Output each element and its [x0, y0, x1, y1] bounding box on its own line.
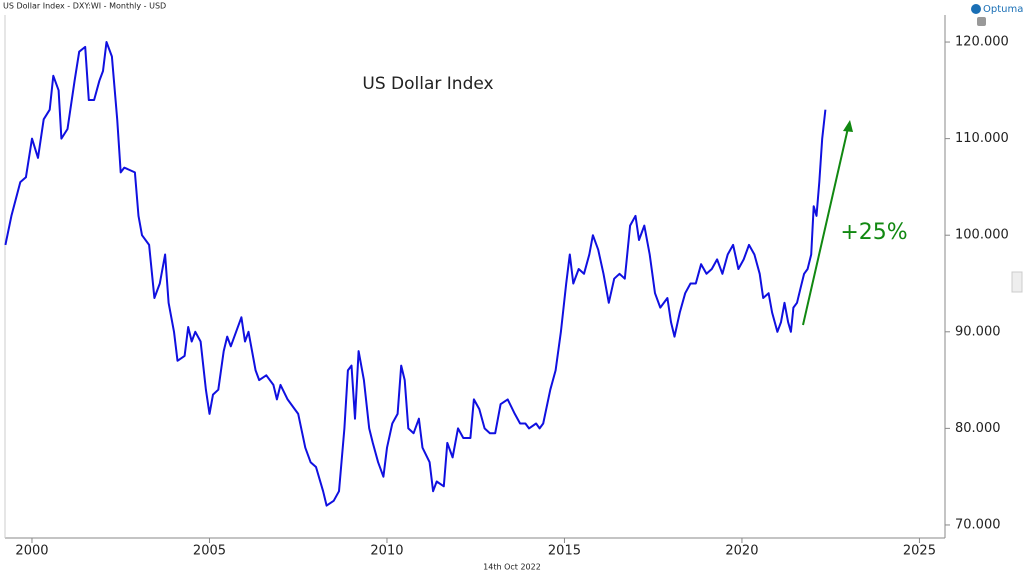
header: US Dollar Index - DXY:WI - Monthly - USD — [3, 2, 166, 11]
brand: Optuma — [983, 4, 1023, 15]
y-tick-label: 70.000 — [955, 517, 1001, 532]
arrow-head — [843, 120, 853, 132]
x-tick-label: 2005 — [193, 544, 226, 559]
chart-title: US Dollar Index — [362, 74, 493, 94]
brand-icon — [971, 4, 981, 14]
line — [4, 41, 827, 507]
y-tick-label: 110.000 — [955, 131, 1009, 146]
lock-icon[interactable] — [977, 17, 986, 26]
x-tick-label: 2020 — [725, 544, 758, 559]
x-tick-label: 2015 — [548, 544, 581, 559]
arrow — [802, 127, 849, 326]
annotation: +25% — [840, 220, 907, 245]
footer: 14th Oct 2022 — [483, 563, 541, 572]
x-tick-label: 2025 — [903, 544, 936, 559]
y-tick-label: 100.000 — [955, 228, 1009, 243]
y-tick-label: 90.000 — [955, 324, 1001, 339]
y-tick-label: 80.000 — [955, 421, 1001, 436]
x-tick-label: 2010 — [370, 544, 403, 559]
x-tick-label: 2000 — [15, 544, 48, 559]
y-tick-label: 120.000 — [955, 35, 1009, 50]
collapse-button[interactable] — [1011, 271, 1023, 293]
